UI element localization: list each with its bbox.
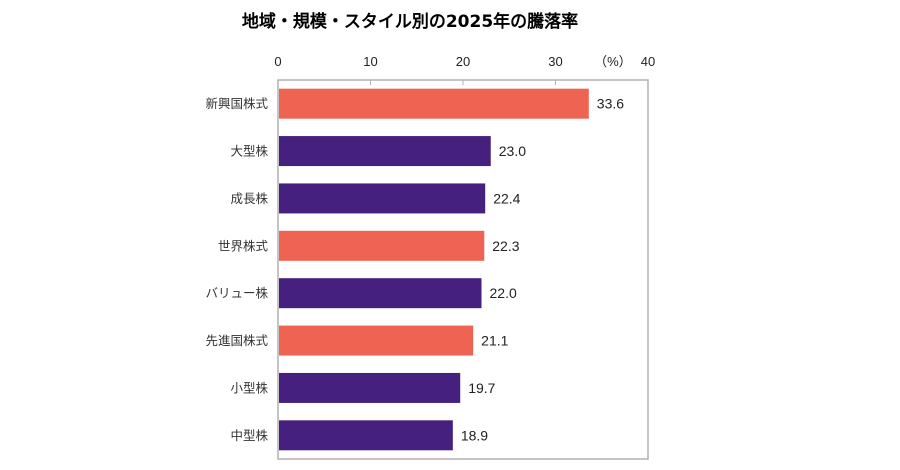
bar bbox=[279, 420, 453, 451]
category-label: バリュー株 bbox=[205, 286, 268, 301]
value-label: 33.6 bbox=[597, 96, 624, 112]
value-label: 21.1 bbox=[481, 333, 508, 349]
category-label: 先進国株式 bbox=[205, 333, 268, 348]
category-label: 中型株 bbox=[230, 428, 268, 443]
value-label: 19.7 bbox=[468, 380, 495, 396]
category-label: 新興国株式 bbox=[205, 96, 268, 111]
x-tick-label: 40 bbox=[641, 54, 655, 69]
bar bbox=[279, 136, 491, 167]
x-tick-label: 10 bbox=[363, 54, 377, 69]
category-label: 世界株式 bbox=[218, 238, 269, 253]
x-tick-label: 20 bbox=[456, 54, 470, 69]
bar bbox=[279, 88, 589, 119]
bar bbox=[279, 325, 474, 356]
x-tick-label: 30 bbox=[548, 54, 562, 69]
value-label: 22.0 bbox=[490, 285, 517, 301]
category-label: 小型株 bbox=[230, 380, 268, 395]
chart-title: 地域・規模・スタイル別の2025年の騰落率 bbox=[242, 11, 578, 32]
value-label: 18.9 bbox=[461, 427, 488, 443]
value-label: 22.3 bbox=[492, 238, 519, 254]
x-tick-label: 0 bbox=[274, 54, 281, 69]
bar bbox=[279, 372, 461, 403]
bar bbox=[279, 278, 482, 309]
category-label: 大型株 bbox=[230, 144, 268, 159]
value-label: 22.4 bbox=[493, 190, 520, 206]
unit-label: （%） bbox=[594, 54, 632, 69]
bar bbox=[279, 230, 485, 261]
value-label: 23.0 bbox=[499, 143, 526, 159]
category-label: 成長株 bbox=[230, 191, 268, 206]
bar bbox=[279, 183, 486, 214]
